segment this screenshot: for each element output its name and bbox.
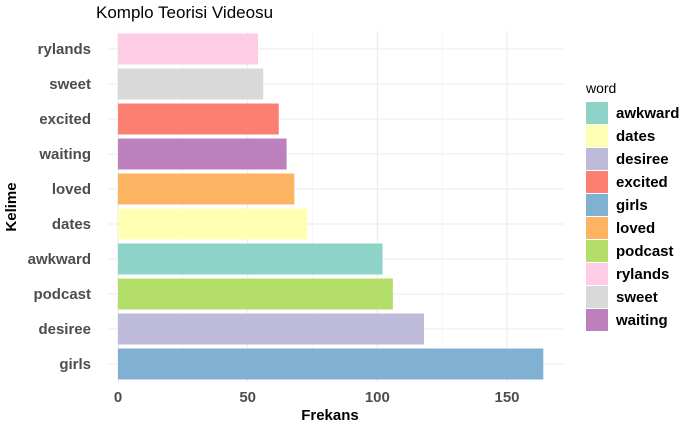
- legend-swatch-sweet: [586, 286, 608, 308]
- legend-label: loved: [616, 220, 655, 237]
- legend-swatch-podcast: [586, 240, 608, 262]
- x-tick-label: 100: [365, 389, 390, 406]
- bars: [118, 33, 544, 380]
- legend-swatch-loved: [586, 217, 608, 239]
- x-axis-title: Frekans: [301, 407, 359, 424]
- x-tick-label: 0: [114, 389, 122, 406]
- y-tick-label: girls: [59, 356, 91, 373]
- legend-title: word: [585, 80, 616, 96]
- legend-swatch-rylands: [586, 263, 608, 285]
- bar-dates: [118, 208, 308, 240]
- legend-label: sweet: [616, 289, 658, 306]
- bar-podcast: [118, 278, 393, 310]
- y-tick-label: sweet: [49, 76, 91, 93]
- y-tick-label: excited: [39, 111, 91, 128]
- legend-swatch-waiting: [586, 309, 608, 331]
- legend-label: awkward: [616, 105, 679, 122]
- bar-excited: [118, 103, 279, 135]
- legend: word awkward dates desiree excited girls love…: [585, 80, 679, 331]
- y-tick-label: podcast: [33, 286, 91, 303]
- legend-swatch-dates: [586, 125, 608, 147]
- bar-sweet: [118, 68, 264, 100]
- legend-label: waiting: [615, 312, 668, 329]
- bar-desiree: [118, 313, 425, 345]
- bar-loved: [118, 173, 295, 205]
- legend-label: excited: [616, 174, 668, 191]
- legend-label: dates: [616, 128, 655, 145]
- y-tick-label: rylands: [38, 41, 91, 58]
- legend-swatch-girls: [586, 194, 608, 216]
- legend-label: girls: [616, 197, 648, 214]
- legend-swatch-desiree: [586, 148, 608, 170]
- bar-awkward: [118, 243, 383, 275]
- legend-label: desiree: [616, 151, 669, 168]
- legend-items: awkward dates desiree excited girls loved podc…: [586, 102, 679, 331]
- x-tick-label: 50: [239, 389, 256, 406]
- legend-swatch-awkward: [586, 102, 608, 124]
- y-tick-labels: rylands sweet excited waiting loved dates awkw…: [28, 41, 91, 373]
- y-tick-label: dates: [52, 216, 91, 233]
- y-tick-label: desiree: [38, 321, 91, 338]
- bar-waiting: [118, 138, 287, 170]
- x-tick-label: 150: [494, 389, 519, 406]
- x-tick-labels: 0 50 100 150: [114, 389, 520, 406]
- bar-girls: [118, 348, 544, 380]
- legend-swatch-excited: [586, 171, 608, 193]
- y-tick-label: waiting: [38, 146, 91, 163]
- y-axis-title: Kelime: [3, 182, 20, 231]
- y-tick-label: awkward: [28, 251, 91, 268]
- y-tick-label: loved: [52, 181, 91, 198]
- legend-label: podcast: [616, 243, 674, 260]
- chart-title: Komplo Teorisi Videosu: [96, 3, 273, 22]
- legend-label: rylands: [616, 266, 669, 283]
- bar-rylands: [118, 33, 259, 65]
